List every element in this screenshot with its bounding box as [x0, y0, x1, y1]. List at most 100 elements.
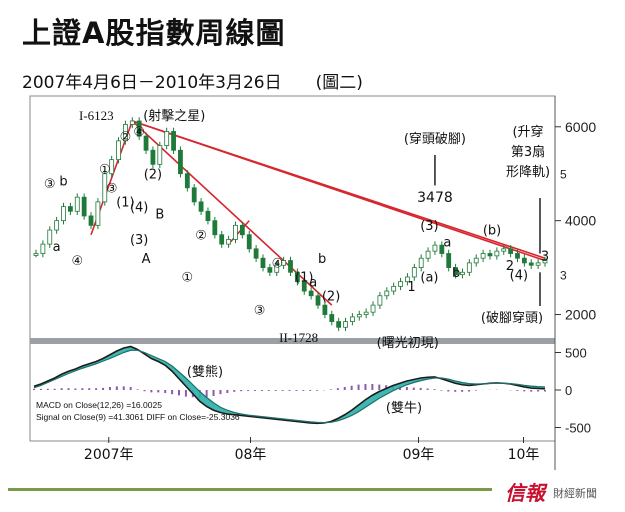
price-bar-body	[460, 271, 465, 276]
price-bar-body	[88, 215, 94, 226]
price-bar-body	[178, 149, 183, 175]
price-y-tick-label: 6000	[565, 119, 596, 135]
wave-label: ③	[106, 181, 118, 196]
price-bar-body	[521, 257, 527, 264]
price-bar-body	[171, 131, 176, 151]
macd-y-tick-label: -500	[565, 421, 591, 436]
macd-y-tick-label: 0	[565, 383, 572, 398]
wave-label: (1)	[295, 271, 313, 286]
signal-readout: Signal on Close(9) =41.3061 DIFF on Clos…	[36, 412, 240, 422]
price-bar-body	[384, 290, 390, 297]
x-tick-label: 10年	[508, 447, 540, 463]
price-bar-body	[425, 250, 431, 259]
wave-label: ④	[71, 254, 83, 269]
wave-label: b	[452, 266, 460, 281]
x-tick-label: 09年	[403, 447, 435, 463]
wave-label: ③	[44, 177, 56, 192]
page-title: 上證A股指數周線圖	[22, 16, 286, 50]
wave-label: ②	[120, 130, 132, 145]
price-bar-body	[233, 224, 238, 240]
price-bar-body	[294, 271, 300, 283]
price-bar-body	[260, 257, 266, 268]
price-bar-body	[281, 260, 287, 266]
price-bar-body	[74, 196, 80, 212]
price-bar-body	[322, 304, 328, 315]
price-bar-body	[343, 321, 348, 328]
price-bar-body	[308, 290, 314, 297]
wave-label: (3)	[420, 219, 438, 234]
price-bar-body	[150, 149, 156, 165]
wave-label: A	[142, 252, 151, 267]
price-bar-body	[95, 201, 101, 226]
wave-label: (4)	[510, 268, 528, 283]
price-bar-body	[329, 314, 335, 322]
price-bar-body	[219, 234, 225, 245]
price-bar-body	[67, 206, 73, 212]
price-bar-body	[157, 145, 163, 165]
price-bar-body	[391, 285, 397, 292]
panel-divider	[30, 338, 555, 344]
price-bar-body	[198, 201, 204, 212]
price-bar-body	[184, 173, 190, 189]
price-bar-body	[226, 239, 231, 245]
price-bar-body	[40, 243, 46, 254]
price-bar-body	[487, 253, 493, 257]
price-bar-body	[453, 267, 458, 276]
macd-line	[33, 345, 546, 425]
wave-label: ②	[195, 228, 207, 243]
price-bar-body	[405, 276, 410, 283]
price-bar-body	[81, 196, 87, 217]
price-bar-body	[246, 234, 252, 250]
price-bar-body	[398, 281, 403, 287]
price-bar-body	[542, 260, 548, 264]
footer-divider	[8, 488, 492, 491]
brand-subtitle: 財經新聞	[553, 487, 597, 500]
price-bar-body	[535, 262, 541, 266]
price-bar-body	[253, 248, 259, 259]
price-y-tick-label: 2000	[565, 307, 596, 323]
price-bar-body	[363, 311, 369, 315]
secondary-y-tick-label: 5	[560, 168, 567, 182]
wedge-trend-line	[227, 220, 250, 245]
price-bar-body	[33, 253, 39, 256]
price-bar-body	[515, 253, 520, 259]
x-tick-label: 2007年	[84, 447, 134, 463]
wave-label: (4)	[130, 200, 148, 215]
wave-label: ④	[272, 257, 284, 272]
peak-note: (射擊之星)	[143, 108, 205, 124]
bottom-right-note: (破腳穿頭)	[481, 310, 543, 326]
macd-y-tick-label: 500	[565, 346, 587, 361]
wave-label: (2)	[144, 167, 162, 182]
fan-trend-line	[132, 120, 546, 259]
price-bar-body	[274, 264, 280, 273]
macd-readout: MACD on Close(12,26) =16.0025	[36, 400, 162, 410]
wedge-note: 第3扇	[511, 144, 545, 160]
price-bar-body	[336, 321, 342, 328]
wave-label: ④	[133, 125, 145, 140]
price-bar-body	[288, 260, 293, 273]
wave-label: a	[309, 275, 317, 290]
peak-label: I-6123	[79, 108, 114, 123]
wave-label: b	[59, 174, 67, 189]
price-bar-body	[191, 187, 197, 203]
price-bar-body	[136, 120, 142, 137]
price-bar-body	[315, 295, 321, 306]
price-bar-body	[377, 295, 383, 306]
price-bar-body	[370, 304, 376, 313]
x-tick-label: 08年	[235, 447, 267, 463]
price-bar-body	[356, 314, 362, 318]
price-bar-body	[508, 248, 514, 254]
wave-label: (3)	[130, 233, 148, 248]
price-bar-body	[411, 267, 417, 278]
price-bar-body	[446, 253, 452, 268]
price-bar-body	[61, 206, 66, 222]
price-bar-body	[102, 173, 108, 203]
price-bar-body	[54, 220, 60, 231]
page-subtitle: 2007年4月6日－2010年3月26日 (圖二)	[22, 73, 363, 93]
price-y-tick-label: 4000	[565, 213, 596, 229]
secondary-y-tick-label: 3	[560, 269, 567, 283]
price-bar-body	[432, 244, 438, 252]
wave-label: B	[155, 207, 164, 222]
price-bar-body	[466, 262, 472, 273]
wave-label: (a)	[420, 271, 438, 286]
